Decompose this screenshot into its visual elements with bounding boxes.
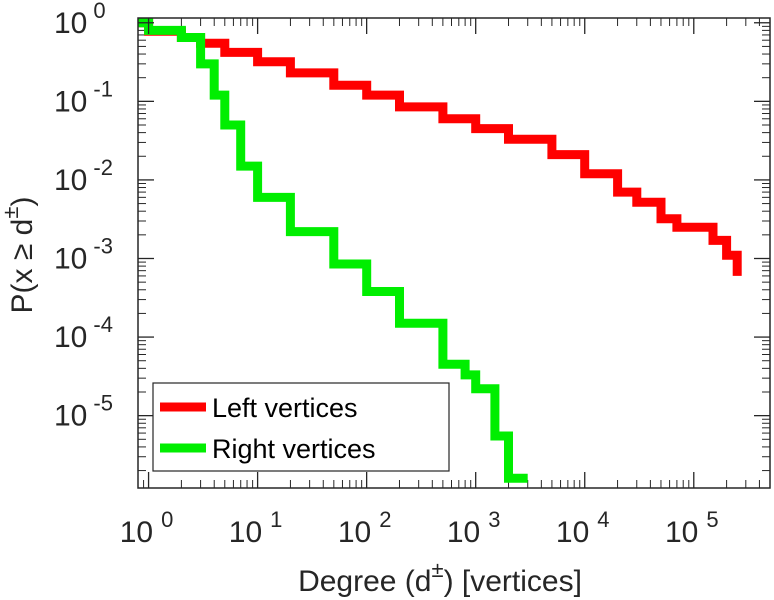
series-line-right-vertices [138, 18, 528, 483]
y-tick-label: 10 -1 [54, 76, 113, 118]
x-tick-label: 10 5 [665, 507, 719, 549]
plot-box [137, 17, 771, 489]
x-tick-label: 10 1 [229, 507, 283, 549]
y-axis-label-sup: ± [0, 207, 23, 219]
tick-labels: 10 0 10 1 10 2 10 3 10 4 10 5 10 0 10 -1 10 -2 10 -3 10 -4 10-… [54, 0, 719, 549]
x-tick-label: 10 3 [447, 507, 501, 549]
x-axis-label-prefix: Degree (d [298, 565, 431, 598]
legend-box [152, 382, 450, 472]
x-tick-label: 10 0 [120, 507, 174, 549]
legend-label-left-vertices: Left vertices [212, 393, 358, 423]
legend: Left vertices Right vertices [152, 382, 450, 472]
y-tick-label: 10 0 [54, 0, 106, 40]
series-line-left-vertices [138, 18, 742, 276]
legend-label-right-vertices: Right vertices [212, 434, 376, 464]
minor-ticks [138, 18, 770, 488]
x-tick-label: 10 4 [556, 507, 610, 549]
y-tick-label: 10 -4 [54, 312, 113, 354]
major-ticks [138, 18, 770, 488]
y-axis-label-suffix: ) [6, 197, 39, 207]
y-axis-label: P(x ≥ d±) [0, 197, 39, 314]
y-tick-label: 10 -3 [54, 233, 113, 275]
x-tick-label: 10 2 [338, 507, 392, 549]
y-tick-label: 10 -2 [54, 155, 113, 197]
x-axis-label: Degree (d±) [vertices] [298, 557, 582, 598]
x-axis-label-sup: ± [431, 557, 443, 582]
y-tick-label: 10 -5 [54, 391, 113, 433]
series-layer [138, 18, 742, 483]
y-axis-label-prefix: P(x ≥ d [6, 219, 39, 314]
x-axis-label-suffix: ) [vertices] [444, 565, 582, 598]
